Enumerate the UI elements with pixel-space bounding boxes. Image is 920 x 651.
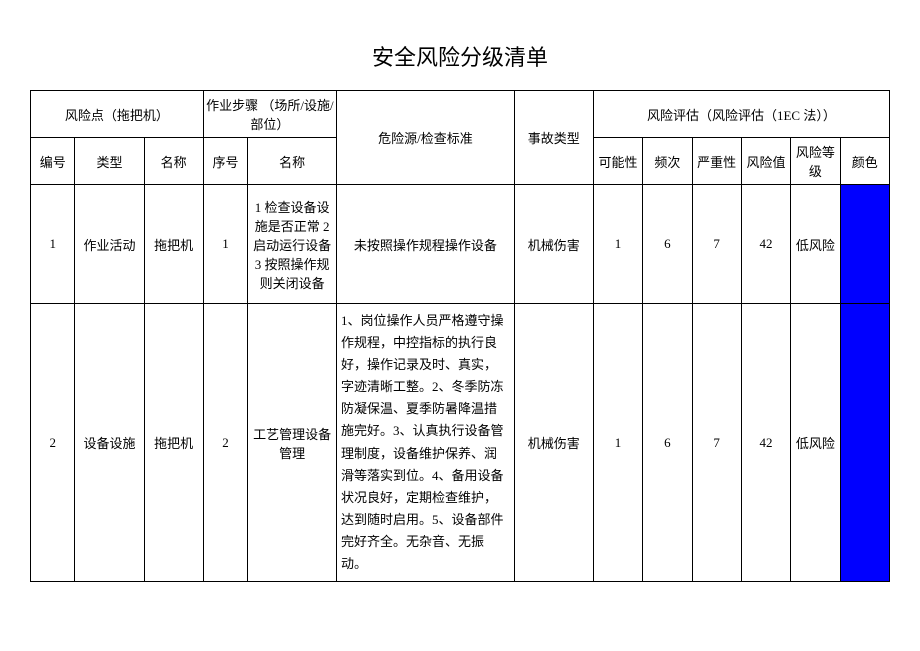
cell-name: 拖把机	[144, 185, 203, 304]
header-stepname: 名称	[248, 138, 337, 185]
cell-severity: 7	[692, 304, 741, 582]
cell-type: 设备设施	[75, 304, 144, 582]
cell-risklevel: 低风险	[791, 304, 840, 582]
cell-accident: 机械伤害	[514, 304, 593, 582]
table-row: 1 作业活动 拖把机 1 1 检查设备设施是否正常 2 启动运行设备 3 按照操…	[31, 185, 890, 304]
header-risklevel: 风险等级	[791, 138, 840, 185]
header-hazard: 危险源/检查标准	[337, 91, 515, 185]
cell-accident: 机械伤害	[514, 185, 593, 304]
header-seq: 序号	[203, 138, 247, 185]
risk-table: 风险点（拖把机） 作业步骤 （场所/设施/部位） 危险源/检查标准 事故类型 风…	[30, 90, 890, 582]
cell-frequency: 6	[643, 185, 692, 304]
header-riskpoint: 风险点（拖把机）	[31, 91, 204, 138]
cell-color	[840, 185, 889, 304]
cell-color	[840, 304, 889, 582]
cell-riskvalue: 42	[741, 185, 790, 304]
page-title: 安全风险分级清单	[30, 40, 890, 72]
cell-name: 拖把机	[144, 304, 203, 582]
cell-number: 2	[31, 304, 75, 582]
color-block	[841, 185, 889, 303]
cell-stepname: 1 检查设备设施是否正常 2 启动运行设备 3 按照操作规则关闭设备	[248, 185, 337, 304]
cell-frequency: 6	[643, 304, 692, 582]
header-color: 颜色	[840, 138, 889, 185]
header-riskvalue: 风险值	[741, 138, 790, 185]
header-opstep: 作业步骤 （场所/设施/部位）	[203, 91, 336, 138]
header-accident: 事故类型	[514, 91, 593, 185]
cell-riskvalue: 42	[741, 304, 790, 582]
cell-possibility: 1	[593, 304, 642, 582]
cell-stepname: 工艺管理设备管理	[248, 304, 337, 582]
color-block	[841, 304, 889, 581]
header-type: 类型	[75, 138, 144, 185]
cell-hazard: 未按照操作规程操作设备	[337, 185, 515, 304]
header-possibility: 可能性	[593, 138, 642, 185]
cell-severity: 7	[692, 185, 741, 304]
cell-number: 1	[31, 185, 75, 304]
cell-hazard: 1、岗位操作人员严格遵守操作规程，中控指标的执行良好，操作记录及时、真实，字迹清…	[337, 304, 515, 582]
cell-seq: 1	[203, 185, 247, 304]
table-row: 2 设备设施 拖把机 2 工艺管理设备管理 1、岗位操作人员严格遵守操作规程，中…	[31, 304, 890, 582]
header-name: 名称	[144, 138, 203, 185]
header-frequency: 频次	[643, 138, 692, 185]
cell-risklevel: 低风险	[791, 185, 840, 304]
header-assess: 风险评估（风险评估（1EC 法））	[593, 91, 889, 138]
cell-seq: 2	[203, 304, 247, 582]
header-number: 编号	[31, 138, 75, 185]
header-severity: 严重性	[692, 138, 741, 185]
cell-type: 作业活动	[75, 185, 144, 304]
cell-possibility: 1	[593, 185, 642, 304]
